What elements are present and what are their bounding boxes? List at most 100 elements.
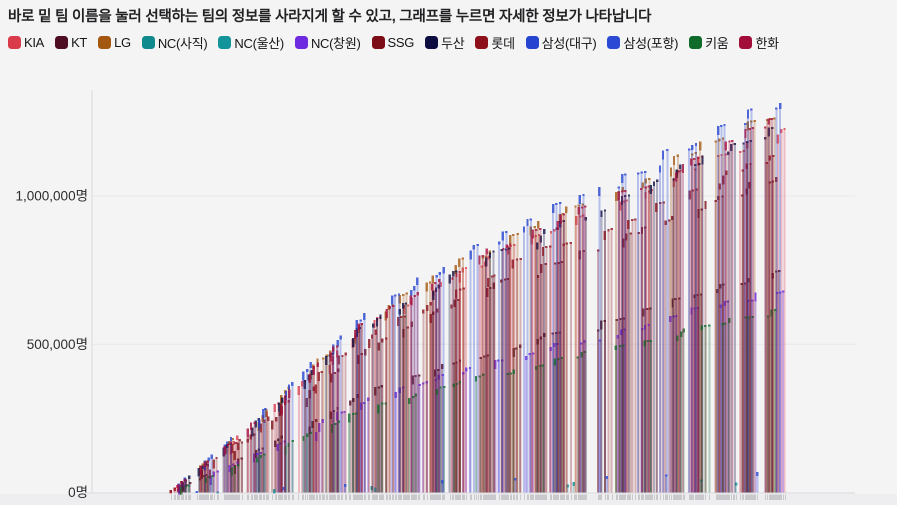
game-increment-dash[interactable] [314,418,318,422]
game-increment-dash[interactable] [661,150,665,160]
game-bar[interactable] [207,476,210,493]
game-bar[interactable] [360,353,363,493]
game-increment-dash[interactable] [509,234,512,244]
game-bar[interactable] [481,254,484,493]
game-bar[interactable] [500,279,503,493]
game-bar[interactable] [542,247,544,493]
game-bar[interactable] [551,332,554,493]
game-increment-dash[interactable] [544,263,547,266]
game-bar[interactable] [744,123,747,493]
game-increment-dash[interactable] [728,140,731,143]
game-bar[interactable] [357,355,360,493]
game-increment-dash[interactable] [257,417,261,421]
game-bar[interactable] [701,155,704,493]
game-increment-dash[interactable] [695,188,698,191]
game-increment-dash[interactable] [770,309,773,317]
game-bar[interactable] [306,369,309,493]
game-bar[interactable] [486,354,489,493]
game-increment-dash[interactable] [671,298,674,308]
game-bar[interactable] [770,309,773,493]
game-increment-dash[interactable] [648,177,651,180]
game-increment-dash[interactable] [349,400,352,406]
game-increment-dash[interactable] [614,345,617,350]
game-bar[interactable] [291,439,294,493]
series-NC(사직)[interactable] [273,479,703,494]
game-bar[interactable] [553,358,556,493]
game-bar[interactable] [388,305,391,493]
game-increment-dash[interactable] [240,457,244,460]
game-bar[interactable] [348,413,351,493]
game-increment-dash[interactable] [714,140,718,143]
game-bar[interactable] [280,404,283,493]
game-bar[interactable] [493,274,496,493]
game-increment-dash[interactable] [764,126,767,129]
game-bar[interactable] [662,201,665,493]
game-bar[interactable] [509,243,512,493]
game-increment-dash[interactable] [373,320,376,328]
game-bar[interactable] [535,366,538,493]
game-increment-dash[interactable] [236,435,239,441]
game-increment-dash[interactable] [229,442,232,445]
game-increment-dash[interactable] [440,363,444,369]
game-increment-dash[interactable] [640,227,644,234]
game-bar[interactable] [700,293,702,493]
game-bar[interactable] [258,419,261,493]
game-increment-dash[interactable] [413,294,416,297]
legend-item-9[interactable]: 삼성(대구) [525,33,597,52]
game-increment-dash[interactable] [569,241,572,244]
game-bar[interactable] [616,335,619,493]
game-bar[interactable] [565,242,568,493]
game-increment-dash[interactable] [485,287,489,297]
game-bar[interactable] [749,140,752,493]
game-bar[interactable] [488,250,491,493]
game-increment-dash[interactable] [634,218,637,221]
game-bar[interactable] [775,177,778,493]
game-bar[interactable] [519,257,522,493]
game-bar[interactable] [600,320,603,493]
game-increment-dash[interactable] [195,491,199,494]
game-bar[interactable] [302,436,305,493]
game-bar[interactable] [459,359,461,493]
game-bar[interactable] [263,419,266,493]
game-increment-dash[interactable] [556,342,559,345]
game-bar[interactable] [501,231,504,493]
game-increment-dash[interactable] [603,230,606,240]
game-bar[interactable] [487,278,490,493]
game-increment-dash[interactable] [539,336,543,340]
game-increment-dash[interactable] [336,345,339,348]
game-increment-dash[interactable] [596,249,600,252]
game-bar[interactable] [575,216,578,493]
game-bar[interactable] [184,485,187,493]
game-increment-dash[interactable] [487,278,490,288]
game-bar[interactable] [615,319,618,493]
game-increment-dash[interactable] [556,220,559,230]
game-increment-dash[interactable] [330,373,333,383]
game-increment-dash[interactable] [329,352,332,362]
game-increment-dash[interactable] [336,340,339,347]
game-bar[interactable] [666,149,669,493]
game-increment-dash[interactable] [666,149,669,152]
game-increment-dash[interactable] [747,316,750,319]
game-increment-dash[interactable] [314,384,317,394]
game-increment-dash[interactable] [536,275,540,279]
game-increment-dash[interactable] [374,487,377,492]
game-increment-dash[interactable] [367,338,371,348]
game-bar[interactable] [283,440,286,493]
game-bar[interactable] [487,255,490,493]
game-increment-dash[interactable] [749,120,753,123]
game-bar[interactable] [505,248,508,493]
game-bar[interactable] [668,219,671,493]
game-increment-dash[interactable] [263,453,266,456]
game-bar[interactable] [249,434,252,493]
game-bar[interactable] [535,228,538,493]
game-bar[interactable] [263,453,266,493]
game-increment-dash[interactable] [317,371,320,381]
game-increment-dash[interactable] [764,136,767,140]
game-increment-dash[interactable] [403,315,406,318]
game-increment-dash[interactable] [452,362,455,365]
game-increment-dash[interactable] [392,305,395,308]
game-increment-dash[interactable] [559,220,562,228]
game-increment-dash[interactable] [212,459,215,469]
game-bar[interactable] [722,137,724,493]
game-bar[interactable] [584,205,587,493]
